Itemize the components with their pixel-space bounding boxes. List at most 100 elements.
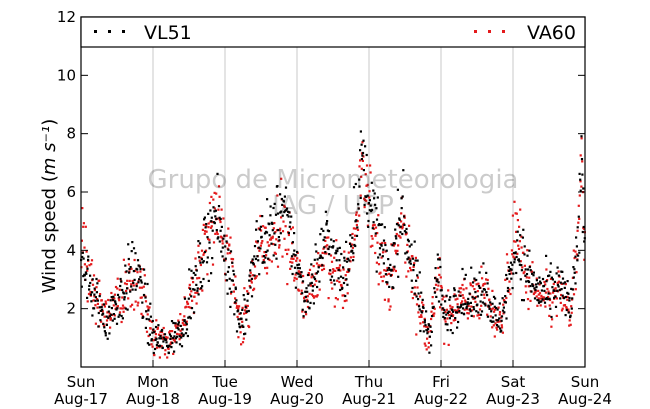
data-point [189, 287, 192, 290]
data-point [218, 216, 221, 219]
data-point [463, 308, 466, 311]
data-point [475, 278, 478, 282]
data-point [266, 266, 269, 269]
data-point [147, 307, 150, 310]
data-point [543, 289, 546, 292]
data-point [411, 255, 414, 258]
data-point [312, 296, 316, 299]
data-point [198, 256, 201, 259]
data-point [175, 335, 179, 338]
data-point [266, 249, 269, 252]
data-point [570, 307, 573, 310]
data-point [342, 266, 345, 269]
data-point [223, 234, 226, 237]
data-point [123, 298, 126, 301]
data-point [480, 265, 483, 268]
data-point [310, 276, 313, 279]
data-point [283, 204, 286, 207]
data-point [408, 245, 411, 248]
data-point [381, 255, 384, 258]
data-point [280, 210, 283, 213]
data-point [301, 292, 304, 295]
data-point [281, 214, 284, 217]
data-point [517, 247, 521, 250]
data-point [104, 334, 107, 337]
data-point [120, 314, 123, 318]
data-point [206, 256, 209, 259]
data-point [467, 312, 470, 315]
data-point [169, 335, 173, 338]
data-point [566, 298, 569, 301]
data-point [121, 307, 124, 310]
data-point [191, 299, 194, 302]
data-point [381, 223, 384, 226]
data-point [486, 278, 489, 282]
data-point [401, 232, 404, 236]
legend: VL51 VA60 [80, 16, 586, 48]
data-point [450, 312, 453, 315]
data-point [301, 280, 305, 283]
data-point [293, 276, 296, 279]
data-point [136, 304, 139, 307]
data-point [236, 315, 239, 318]
data-point [213, 191, 216, 194]
data-point [519, 234, 522, 237]
data-point [221, 239, 224, 242]
data-point [304, 295, 308, 298]
data-point [528, 266, 531, 269]
data-point [175, 341, 178, 344]
data-point [411, 297, 414, 300]
data-point [331, 287, 334, 290]
data-point [386, 281, 389, 284]
data-point [214, 232, 217, 235]
data-point [210, 220, 213, 223]
data-point [128, 271, 131, 274]
data-point [307, 284, 310, 287]
data-point [273, 202, 276, 205]
data-point [261, 240, 264, 243]
data-point [319, 254, 322, 257]
data-point [194, 265, 197, 268]
data-point [183, 297, 187, 300]
data-point [294, 286, 297, 289]
data-point [495, 324, 499, 327]
data-point [339, 269, 342, 272]
legend-dot-2 [122, 30, 125, 33]
data-point [260, 242, 263, 245]
data-point [435, 280, 438, 283]
data-point [574, 282, 577, 285]
data-point [274, 213, 278, 216]
data-point [182, 334, 185, 338]
data-point [228, 243, 231, 246]
data-point [495, 306, 498, 310]
data-point [108, 305, 111, 308]
data-point [154, 336, 157, 339]
data-point [218, 240, 221, 243]
data-point [229, 236, 232, 239]
data-point [139, 275, 142, 279]
data-point [447, 289, 450, 292]
data-point [395, 252, 398, 255]
data-point [283, 195, 286, 198]
data-point [510, 277, 513, 280]
data-point [184, 332, 188, 335]
data-point [147, 318, 151, 321]
data-point [173, 335, 176, 338]
data-point [511, 287, 514, 290]
data-point [352, 255, 355, 258]
data-point [266, 198, 269, 201]
data-point [500, 316, 503, 319]
data-point [400, 197, 403, 200]
data-point [422, 303, 425, 307]
data-point [193, 295, 196, 298]
data-point [386, 266, 389, 270]
data-point [532, 284, 535, 288]
data-point [227, 248, 230, 251]
data-point [295, 277, 298, 280]
data-point [518, 240, 521, 243]
data-point [527, 285, 530, 288]
data-point [163, 353, 167, 356]
data-point [173, 340, 177, 343]
data-point [423, 319, 426, 322]
vertical-gridlines [152, 17, 514, 367]
